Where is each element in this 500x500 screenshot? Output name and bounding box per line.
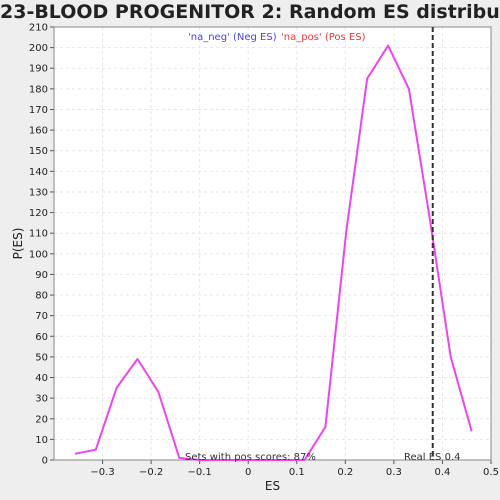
y-tick-label: 70 — [35, 311, 48, 322]
y-tick-label: 140 — [29, 167, 48, 178]
y-tick-label: 0 — [42, 456, 48, 467]
pos-scores-annotation: Sets with pos scores: 87% — [185, 452, 316, 463]
series-layer — [74, 44, 473, 461]
x-tick-label: 0.1 — [289, 467, 305, 478]
y-tick-label: 80 — [35, 291, 48, 302]
real-es-annotation: Real ES 0.4 — [404, 452, 460, 463]
legend-entry-neg: 'na_neg' (Neg ES) — [188, 32, 277, 43]
x-tick-label: 0 — [245, 467, 251, 478]
chart-title: 23-BLOOD PROGENITOR 2: Random ES distrib… — [0, 1, 500, 23]
y-tick-label: 90 — [35, 270, 48, 281]
y-tick-label: 150 — [29, 146, 48, 157]
plot-area — [54, 27, 491, 460]
series-line — [74, 44, 473, 461]
y-tick-label: 180 — [29, 84, 48, 95]
legend-entry-pos: 'na_pos' (Pos ES) — [281, 32, 366, 43]
x-axis-title: ES — [265, 479, 280, 493]
y-tick-label: 120 — [29, 208, 48, 219]
legend: 'na_neg' (Neg ES) 'na_pos' (Pos ES) — [188, 32, 366, 43]
y-tick-label: 40 — [35, 373, 48, 384]
x-tick-label: −0.2 — [139, 467, 163, 478]
x-tick-label: −0.1 — [188, 467, 212, 478]
y-tick-label: 170 — [29, 105, 48, 116]
y-tick-label: 20 — [35, 414, 48, 425]
x-tick-label: 0.4 — [434, 467, 450, 478]
axes: 0 10 20 30 40 50 60 70 80 90 100 110 120 130 140 150 160… — [29, 23, 499, 479]
y-tick-label: 60 — [35, 332, 48, 343]
y-tick-label: 110 — [29, 229, 48, 240]
y-tick-label: 100 — [29, 249, 48, 260]
y-tick-label: 130 — [29, 187, 48, 198]
x-tick-label: 0.2 — [337, 467, 353, 478]
x-tick-label: 0.3 — [386, 467, 402, 478]
y-tick-label: 30 — [35, 394, 48, 405]
y-tick-label: 210 — [29, 23, 48, 34]
y-tick-label: 50 — [35, 352, 48, 363]
x-tick-label: 0.5 — [483, 467, 499, 478]
y-tick-label: 160 — [29, 126, 48, 137]
y-tick-label: 200 — [29, 43, 48, 54]
x-tick-label: −0.3 — [90, 467, 114, 478]
y-axis-title: P(ES) — [11, 228, 25, 260]
y-tick-label: 190 — [29, 64, 48, 75]
y-tick-label: 10 — [35, 435, 48, 446]
